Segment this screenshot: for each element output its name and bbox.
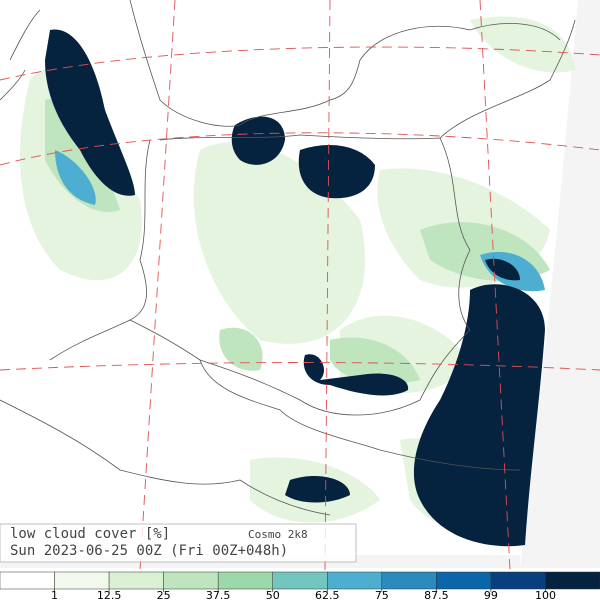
tick-label: 50	[266, 589, 280, 600]
dense-cloud	[45, 29, 545, 547]
tick-label: 12.5	[97, 589, 122, 600]
tick-label: 62.5	[315, 589, 340, 600]
color-box	[545, 571, 600, 590]
tick-label: 100	[535, 589, 556, 600]
tick-label: 75	[375, 589, 389, 600]
title-box: low cloud cover [%] Cosmo 2k8 Sun 2023-0…	[0, 523, 357, 563]
colorbar: 1 12.5 25 37.5 50 62.5 75 87.5 99 100	[0, 571, 600, 600]
tick-label: 37.5	[206, 589, 231, 600]
tick-label: 1	[51, 589, 58, 600]
color-box	[108, 571, 164, 590]
tick-label: 99	[484, 589, 498, 600]
map-area	[0, 0, 600, 571]
title-background	[0, 523, 357, 563]
model-name: Cosmo 2k8	[248, 528, 308, 541]
title: low cloud cover [%]	[10, 526, 170, 542]
tick-label: 87.5	[424, 589, 449, 600]
color-box	[272, 571, 328, 590]
outside-domain	[520, 0, 600, 568]
graticule	[0, 0, 600, 571]
valid-time: Sun 2023-06-25 00Z (Fri 00Z+048h)	[10, 543, 288, 559]
color-box	[217, 571, 273, 590]
color-box	[381, 571, 437, 590]
color-box	[54, 571, 110, 590]
color-box	[327, 571, 383, 590]
tick-label: 25	[157, 589, 171, 600]
color-box	[0, 571, 55, 590]
color-box	[436, 571, 492, 590]
color-box	[490, 571, 546, 590]
color-box	[163, 571, 219, 590]
